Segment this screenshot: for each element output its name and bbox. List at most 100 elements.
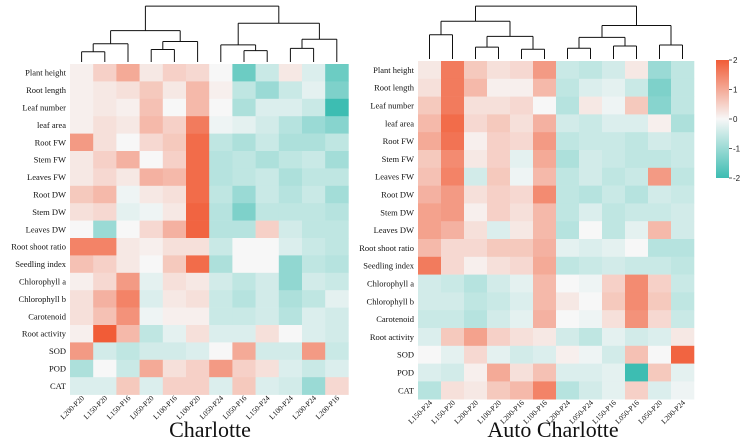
heatmap-cell (278, 116, 303, 134)
heatmap-cell (533, 114, 557, 133)
heatmap-cell (278, 64, 303, 82)
heatmap-cell (186, 185, 210, 204)
heatmap-cell (625, 345, 649, 364)
heatmap-cell (579, 292, 603, 311)
heatmap-cell (186, 81, 210, 100)
heatmap-cell (510, 114, 534, 133)
row-label: Root length (374, 83, 415, 93)
row-label: Carotenoid (28, 311, 67, 321)
heatmap-cell (325, 64, 349, 82)
heatmap-cell (209, 377, 233, 395)
heatmap-cell (487, 256, 511, 275)
heatmap-cell (418, 256, 442, 275)
heatmap-cell (302, 307, 326, 326)
heatmap-cell (302, 81, 326, 100)
heatmap-cell (556, 239, 580, 258)
heatmap-cell (186, 325, 210, 343)
heatmap-cell (625, 221, 649, 240)
heatmap-cell (464, 381, 488, 400)
heatmap-cell (232, 377, 256, 395)
heatmap-cell (602, 114, 626, 133)
heatmap-cell (533, 239, 557, 258)
column-dendrogram (429, 5, 683, 59)
heatmap-cell (487, 292, 511, 311)
row-label: Plant height (373, 65, 414, 75)
heatmap-cell (302, 98, 326, 117)
heatmap-cell (139, 81, 164, 100)
row-label: leaf area (37, 120, 66, 130)
heatmap-cell (186, 203, 210, 221)
heatmap-cell (510, 167, 534, 186)
heatmap-cell (162, 377, 187, 395)
row-label: POD (397, 368, 414, 378)
heatmap-cell (671, 381, 695, 400)
heatmap-cell (579, 274, 603, 293)
heatmap-cell (556, 345, 580, 364)
heatmap-cell (255, 255, 280, 274)
heatmap-cell (418, 363, 442, 382)
colorbar-tick-label: -2 (733, 174, 741, 183)
heatmap-cell (579, 381, 603, 400)
heatmap-cell (579, 167, 603, 186)
heatmap-cell (671, 96, 695, 115)
heatmap-cell (209, 116, 233, 134)
heatmap-cell (648, 132, 672, 151)
row-label: Seedling index (363, 261, 415, 271)
heatmap-cell (441, 256, 465, 275)
heatmap-cell (255, 377, 280, 395)
heatmap-cell (186, 98, 210, 117)
heatmap-cell (464, 292, 488, 311)
heatmap-cell (116, 272, 140, 291)
heatmap-cell (255, 203, 280, 221)
heatmap-cell (116, 342, 140, 361)
heatmap-cell (579, 96, 603, 115)
heatmap-cell (464, 96, 488, 115)
heatmap-cell (93, 325, 117, 343)
heatmap-cell (116, 203, 140, 221)
heatmap-cell (418, 310, 442, 329)
heatmap-cell (209, 307, 233, 326)
heatmap-cell (533, 132, 557, 151)
heatmap-cell (186, 116, 210, 134)
heatmap-cell (116, 220, 140, 239)
heatmap-cell (441, 328, 465, 347)
heatmap-cell (232, 342, 256, 361)
heatmap-cell (139, 290, 164, 308)
heatmap-cell (232, 325, 256, 343)
heatmap-cell (162, 359, 187, 378)
heatmap-cell (302, 377, 326, 395)
heatmap-cell (533, 274, 557, 293)
heatmap-cell (232, 168, 256, 187)
heatmap-cell (510, 78, 534, 97)
heatmap-cell (648, 310, 672, 329)
heatmap-cell (418, 150, 442, 169)
heatmap-cell (602, 292, 626, 311)
heatmap-cell (625, 96, 649, 115)
heatmap-cell (162, 307, 187, 326)
heatmap-cell (625, 292, 649, 311)
colorbar-tick-label: 1 (733, 86, 738, 95)
heatmap-cell (93, 359, 117, 378)
column-label: L200-P20 (58, 393, 86, 421)
heatmap-cell (302, 325, 326, 343)
heatmap-cell (602, 61, 626, 80)
heatmap-cell (232, 133, 256, 152)
heatmap-cell (325, 168, 349, 187)
heatmap-cell (648, 239, 672, 258)
heatmap-cell (487, 274, 511, 293)
heatmap-cell (186, 64, 210, 82)
heatmap-cell (533, 203, 557, 222)
heatmap-cell (278, 290, 303, 308)
heatmap-cell (602, 310, 626, 329)
heatmap-cell (625, 150, 649, 169)
heatmap-cell (209, 151, 233, 169)
heatmap-cell (533, 256, 557, 275)
heatmap-cell (255, 116, 280, 134)
heatmap-cell (533, 185, 557, 204)
heatmap-cell (671, 292, 695, 311)
heatmap-cell (556, 78, 580, 97)
heatmap-cell (487, 132, 511, 151)
heatmap-cell (232, 64, 256, 82)
heatmap-cell (510, 381, 534, 400)
heatmap-cell (556, 310, 580, 329)
